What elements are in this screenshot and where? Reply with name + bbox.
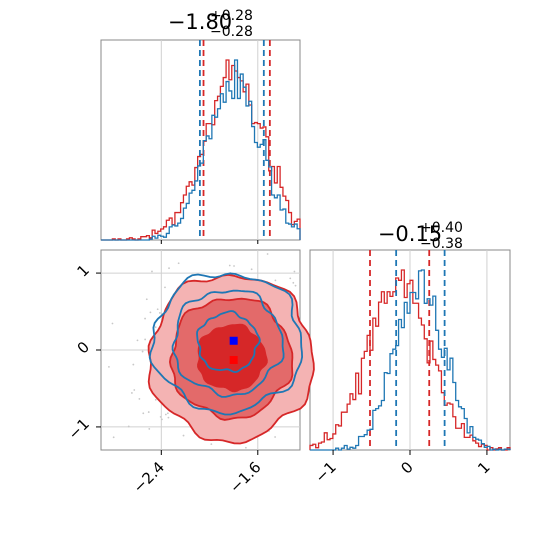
blue-contour-level-3 bbox=[148, 272, 304, 416]
joint-sample-point bbox=[132, 363, 135, 366]
joint-sample-point bbox=[167, 416, 170, 419]
param1-title: −1.80 bbox=[168, 10, 232, 34]
blue-marker bbox=[229, 336, 238, 345]
joint-sample-point bbox=[177, 262, 180, 265]
param2-xtick-label: 1 bbox=[474, 458, 493, 477]
param2-ytick-label: 0 bbox=[74, 338, 93, 357]
joint-sample-point bbox=[145, 298, 148, 301]
joint-sample-point bbox=[289, 277, 292, 280]
param2-title-minus: −0.38 bbox=[420, 236, 463, 252]
param2-xtick-label: 0 bbox=[397, 458, 416, 477]
joint-sample-point bbox=[233, 265, 235, 267]
joint-sample-point bbox=[108, 365, 110, 368]
joint-sample-point bbox=[149, 311, 152, 314]
param2-hist-blue bbox=[310, 269, 511, 451]
red-marker bbox=[229, 356, 238, 364]
param2-ytick-label: 1 bbox=[74, 261, 93, 280]
joint-sample-point bbox=[164, 286, 166, 289]
blue-contour-level-1 bbox=[196, 310, 261, 374]
joint-sample-point bbox=[158, 312, 161, 314]
joint-contour-panel bbox=[100, 249, 315, 451]
joint-sample-point bbox=[168, 267, 170, 270]
joint-sample-point bbox=[151, 270, 153, 273]
joint-sample-point bbox=[182, 434, 185, 437]
joint-sample-point bbox=[161, 418, 163, 421]
param2-histogram-panel bbox=[309, 249, 511, 451]
joint-sample-point bbox=[250, 268, 253, 271]
joint-sample-point bbox=[142, 412, 145, 415]
joint-sample-point bbox=[164, 413, 167, 416]
joint-sample-point bbox=[148, 428, 151, 430]
joint-sample-point bbox=[144, 338, 147, 341]
joint-sample-point bbox=[141, 350, 144, 353]
param1-title-plus: +0.28 bbox=[210, 8, 253, 24]
param2-title: −0.15 bbox=[378, 222, 442, 246]
param2-ytick-label: −1 bbox=[65, 415, 93, 443]
joint-sample-point bbox=[154, 326, 157, 329]
joint-sample-point bbox=[244, 446, 247, 449]
joint-sample-point bbox=[138, 398, 141, 400]
param2-hist-red bbox=[309, 269, 511, 451]
joint-sample-point bbox=[154, 398, 157, 401]
param2-title-main: −0.15 bbox=[378, 222, 442, 246]
joint-sample-point bbox=[130, 392, 133, 394]
joint-sample-point bbox=[266, 253, 269, 255]
param1-histogram-panel bbox=[100, 39, 301, 241]
param1-hist-blue bbox=[101, 59, 301, 241]
joint-sample-point bbox=[274, 436, 277, 438]
joint-sample-point bbox=[294, 284, 297, 287]
param1-title-minus: −0.28 bbox=[210, 24, 253, 40]
joint-sample-point bbox=[159, 415, 162, 418]
joint-sample-point bbox=[156, 308, 159, 311]
joint-sample-point bbox=[166, 412, 169, 415]
joint-sample-point bbox=[112, 436, 115, 439]
param2-xtick-label: −1 bbox=[312, 458, 340, 486]
joint-sample-point bbox=[210, 443, 213, 445]
blue-contour-level-2 bbox=[171, 289, 285, 398]
joint-sample-point bbox=[144, 317, 146, 320]
joint-sample-point bbox=[292, 281, 295, 284]
joint-sample-point bbox=[127, 425, 130, 428]
joint-sample-point bbox=[274, 279, 277, 282]
param1-tick-label: −2.4 bbox=[130, 458, 168, 496]
param1-tick-label: −1.6 bbox=[226, 458, 264, 496]
joint-sample-point bbox=[111, 322, 114, 325]
joint-sample-point bbox=[293, 270, 296, 273]
joint-sample-point bbox=[136, 339, 139, 342]
joint-sample-point bbox=[147, 411, 150, 413]
param2-title-plus: +0.40 bbox=[420, 220, 463, 236]
param1-title-main: −1.80 bbox=[168, 10, 232, 34]
joint-sample-point bbox=[228, 264, 231, 267]
joint-sample-point bbox=[133, 389, 136, 391]
